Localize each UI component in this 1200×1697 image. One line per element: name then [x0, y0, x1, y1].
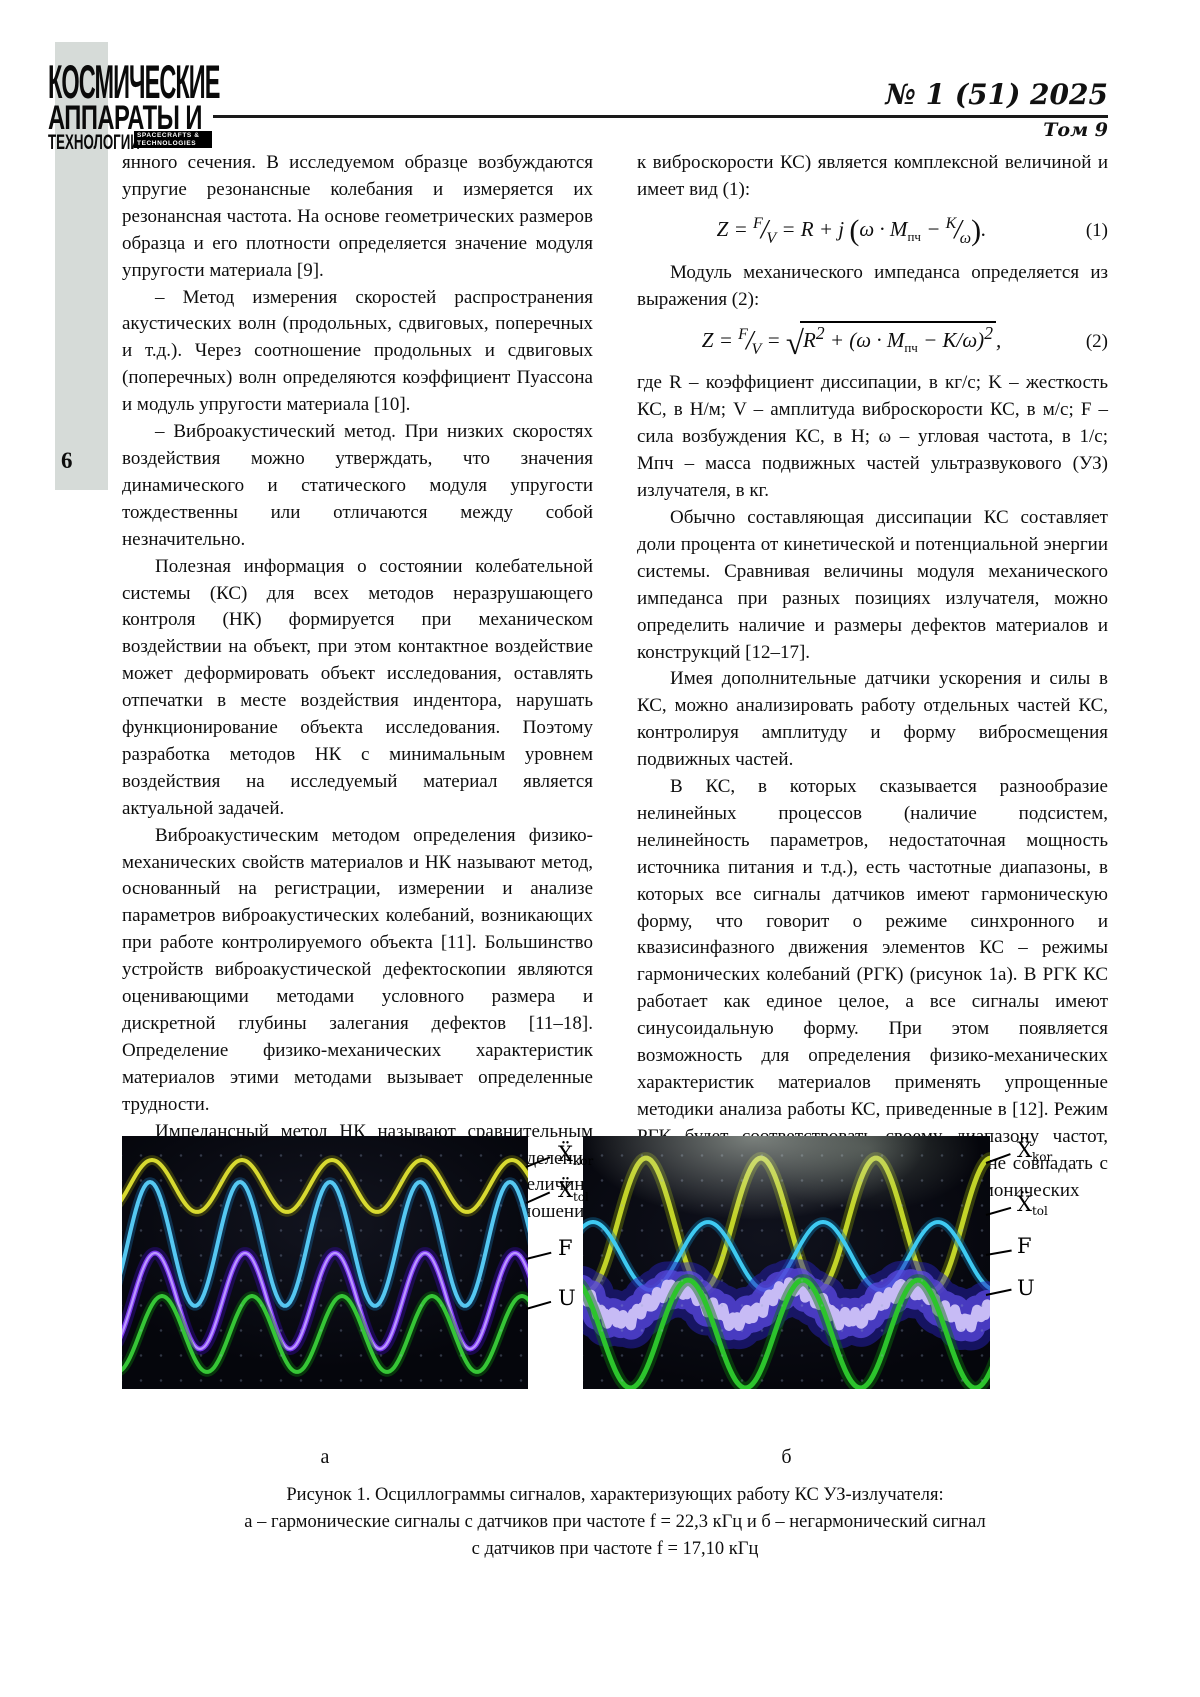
connector-line — [525, 1156, 551, 1168]
logo-line-3: ТЕХНОЛОГИИ — [48, 129, 140, 154]
figure-caption-line-3: с датчиков при частоте f = 17,10 кГц — [471, 1539, 759, 1559]
equation-1-number: (1) — [1085, 220, 1108, 242]
figure-1: Ẍkor Ẍtol F U Ẍkor Ẍtol F U а б Рисунок … — [122, 1136, 1108, 1586]
header-rule — [213, 115, 1108, 118]
signal-label-xtol: Ẍtol — [558, 1178, 589, 1204]
signal-symbol: U — [558, 1286, 576, 1310]
column-left: янного сечения. В исследуемом образце во… — [122, 150, 593, 1253]
signal-subscript: kor — [1031, 1150, 1053, 1164]
eq-term: R — [803, 327, 816, 352]
eq-term: . — [981, 216, 987, 241]
eq-frac-slash: / — [760, 213, 769, 244]
eq-term: Z — [716, 216, 729, 241]
signal-label-xkor: Ẍkor — [558, 1142, 593, 1168]
eq-frac-slash: / — [954, 213, 962, 244]
eq-term: = — [718, 327, 733, 352]
eq-frac-den: V — [751, 340, 762, 358]
equation-2-number: (2) — [1085, 330, 1108, 352]
eq-term: − K/ω) — [917, 327, 985, 352]
oscillogram-b — [583, 1136, 990, 1389]
signal-symbol: Ẍ — [558, 1178, 573, 1202]
figure-caption-line-2: а – гармонические сигналы с датчиков при… — [244, 1512, 986, 1532]
signal-label-u: U — [1017, 1276, 1035, 1302]
signal-symbol: F — [558, 1236, 573, 1260]
signal-symbol: Ẍ — [1017, 1192, 1032, 1216]
paragraph: – Метод измерения скоростей распростране… — [122, 286, 593, 416]
signal-subscript: tol — [1031, 1204, 1048, 1218]
equation-1: Z = F/V = R + j (ω · Mпч − K/ω). (1) — [637, 211, 1108, 253]
paragraph: Модуль механического импеданса определяе… — [637, 261, 1108, 310]
eq-frac-num: F — [753, 214, 763, 232]
eq-term: − — [926, 216, 941, 241]
signal-symbol: Ẍ — [1017, 1138, 1032, 1162]
eq-subscript: пч — [907, 229, 921, 244]
eq-frac-den: ω — [959, 229, 972, 247]
eq-frac-num: F — [738, 325, 748, 343]
eq-term: = R + j — [781, 216, 845, 241]
eq-term: = — [766, 327, 781, 352]
oscillogram-a — [122, 1136, 528, 1389]
eq-frac-num: K — [945, 214, 957, 232]
signal-label-xtol: Ẍtol — [1017, 1192, 1048, 1218]
equation-1-body: Z = F/V = R + j (ω · Mпч − K/ω). — [637, 211, 1066, 253]
signal-label-u: U — [558, 1286, 576, 1312]
paragraph: Виброакустическим методом определения фи… — [122, 824, 593, 1115]
eq-term: + (ω · M — [824, 327, 905, 352]
paragraph: Обычно составляющая диссипации КС состав… — [637, 506, 1108, 663]
signal-symbol: U — [1017, 1276, 1035, 1300]
logo-english-box: SPACECRAFTS & TECHNOLOGIES — [134, 131, 212, 148]
paragraph: где R – коэффициент диссипации, в кг/с; … — [637, 372, 1108, 502]
logo-line-1: КОСМИЧЕСКИЕ — [48, 56, 220, 110]
eq-frac-slash: / — [745, 324, 754, 355]
paragraph: – Виброакустический метод. При низких ск… — [122, 421, 593, 550]
signal-symbol: F — [1017, 1234, 1032, 1258]
issue-label: № 1 (51) 2025 — [885, 78, 1108, 111]
eq-term: Z — [701, 327, 714, 352]
volume-label: Том 9 — [1043, 119, 1108, 141]
paragraph: Имея дополнительные датчики ускорения и … — [637, 668, 1108, 771]
eq-superscript: 2 — [815, 322, 825, 343]
connector-line — [525, 1191, 551, 1204]
logo-box-line-2: TECHNOLOGIES — [137, 140, 197, 147]
eq-radicand: R2 + (ω · Mпч − K/ω)2 — [800, 320, 996, 355]
margin-bar — [55, 42, 108, 490]
eq-term: = — [733, 216, 748, 241]
column-right: к виброскорости КС) является комплексной… — [637, 150, 1108, 1253]
signal-label-f: F — [558, 1236, 573, 1262]
page-number: 6 — [61, 448, 73, 473]
figure-caption-line-1: Рисунок 1. Осциллограммы сигналов, харак… — [286, 1485, 944, 1505]
paragraph: янного сечения. В исследуемом образце во… — [122, 152, 593, 281]
text-columns: янного сечения. В исследуемом образце во… — [122, 150, 1108, 1253]
eq-paren: ) — [971, 213, 982, 247]
logo-box-line-1: SPACECRAFTS & — [137, 132, 200, 139]
figure-letter-a: а — [320, 1446, 330, 1468]
eq-term: , — [995, 327, 1002, 352]
paragraph: к виброскорости КС) является комплексной… — [637, 152, 1108, 200]
oscillogram-a-waves — [122, 1155, 528, 1377]
equation-2-body: Z = F/V = √R2 + (ω · Mпч − K/ω)2, — [637, 320, 1066, 364]
eq-term: ω · M — [859, 216, 908, 241]
eq-radical-sign: √ — [785, 325, 805, 362]
logo-line-2: АППАРАТЫ И — [48, 97, 202, 137]
eq-frac-den: V — [766, 229, 777, 247]
connector-line — [525, 1300, 552, 1310]
signal-subscript: kor — [572, 1154, 594, 1168]
figure-letter-b: б — [781, 1446, 792, 1468]
eq-subscript: пч — [904, 339, 918, 355]
signal-label-xkor: Ẍkor — [1017, 1138, 1052, 1164]
signal-subscript: tol — [572, 1190, 589, 1204]
equation-2: Z = F/V = √R2 + (ω · Mпч − K/ω)2, (2) — [637, 320, 1108, 364]
paragraph: Полезная информация о состоянии колебате… — [122, 555, 593, 819]
figure-caption: Рисунок 1. Осциллограммы сигналов, харак… — [122, 1482, 1108, 1563]
eq-superscript: 2 — [984, 322, 993, 343]
signal-symbol: Ẍ — [558, 1142, 573, 1166]
eq-paren: ( — [849, 213, 860, 247]
connector-line — [525, 1251, 552, 1260]
oscillogram-b-waves — [583, 1152, 990, 1389]
signal-label-f: F — [1017, 1234, 1032, 1260]
